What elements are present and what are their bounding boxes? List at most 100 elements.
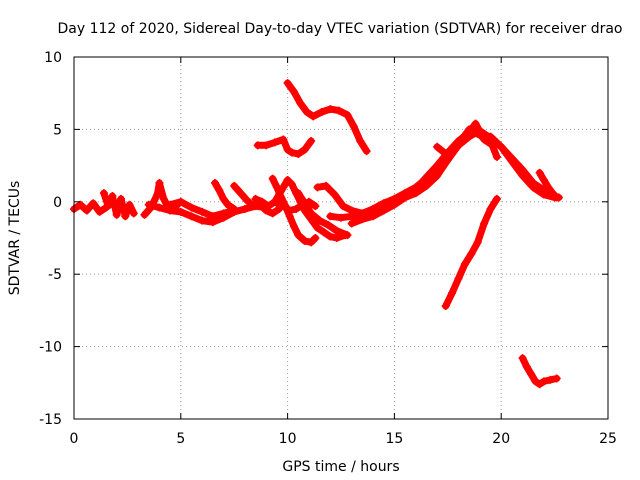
data-point [552,193,561,202]
data-point [529,178,538,187]
data-point [279,135,288,144]
x-tick-label: 10 [279,431,297,447]
data-point [313,183,322,192]
data-point [108,192,117,201]
series-track-18 [253,135,316,159]
data-point [356,136,365,145]
data-point [522,362,531,371]
data-point [251,194,260,203]
data-point [324,220,333,229]
y-tick-label: -10 [39,340,62,356]
x-tick-label: 5 [176,431,185,447]
data-point [292,205,301,214]
axis-ticks [73,56,609,420]
data-point [422,174,431,183]
data-point [159,194,168,203]
y-tick-label: -15 [39,412,62,428]
data-point [539,377,548,386]
data-point [492,194,501,203]
data-point [337,213,345,222]
data-point [240,205,249,214]
data-point [268,209,277,218]
data-point [454,274,463,283]
data-point [358,215,367,224]
data-point [535,168,544,177]
data-point [82,206,91,215]
data-point [243,196,252,205]
data-point [249,202,258,211]
series-track-12 [294,189,352,240]
series-track-21 [518,354,561,389]
data-point [518,354,527,363]
data-point [311,234,320,242]
data-point [433,142,442,151]
data-point [294,189,303,198]
data-point [475,126,484,135]
data-point [283,145,292,154]
data-point [155,178,164,187]
data-point [272,199,281,208]
x-axis-title: GPS time / hours [282,459,399,475]
data-point [287,180,296,189]
data-point [334,106,343,115]
y-tick-label: 10 [44,50,62,66]
data-point [315,216,324,225]
data-point [95,207,104,216]
data-point [290,222,299,231]
data-point [319,228,328,237]
data-point [339,202,348,211]
data-point [433,165,442,174]
data-point [307,238,316,247]
data-point [343,110,352,119]
data-point [317,108,326,117]
series-track-22 [535,168,561,202]
data-point [187,212,196,221]
series-track-02 [99,189,138,221]
data-point [443,151,452,160]
data-point [272,183,281,192]
data-point [486,205,495,214]
data-point [332,234,341,242]
data-point [552,374,561,383]
data-point [362,147,371,156]
data-point [531,377,540,386]
data-point [326,212,335,221]
x-tick-label: 0 [70,431,79,447]
data-point [330,190,339,199]
data-point [343,231,352,240]
data-point [116,194,125,203]
data-point [507,154,516,163]
series-track-20 [441,194,501,311]
data-point [253,141,262,150]
data-point [279,202,288,211]
data-point [290,87,299,96]
x-tick-label: 15 [385,431,403,447]
y-axis-title: SDTVAR / TECUs [7,181,23,296]
data-point [300,199,309,208]
series-track-19 [283,79,371,156]
data-point [230,205,239,214]
data-point [422,181,431,190]
data-point [76,200,85,209]
data-point [332,226,341,235]
series-track-17 [433,126,563,202]
series-track-07 [230,181,284,218]
y-tick-label: 0 [53,195,62,211]
data-point [544,183,553,192]
data-point [210,178,219,187]
data-point [125,200,134,209]
data-point [99,189,108,198]
data-point [283,176,292,185]
data-point [535,380,544,389]
data-point [326,105,335,114]
data-point [219,194,228,203]
data-point [539,176,548,185]
data-point [347,212,356,221]
data-point [411,183,420,192]
data-point [401,189,410,198]
series-trace [284,79,371,155]
data-point [144,200,153,209]
data-point [287,148,296,157]
data-point [448,289,457,298]
data-point [309,112,318,121]
